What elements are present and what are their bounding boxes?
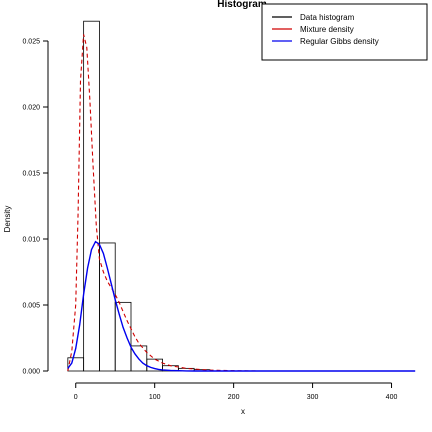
histogram-bar	[83, 20, 100, 372]
x-tick-label: 400	[386, 394, 398, 401]
legend-box	[261, 3, 428, 61]
density-curves	[67, 34, 416, 372]
gibbs-density-curve	[67, 240, 416, 372]
y-axis-title: Density	[3, 206, 12, 233]
x-tick-label: 100	[149, 394, 161, 401]
x-axis: 0 100 200 300 400	[74, 382, 398, 401]
x-tick-label: 300	[307, 394, 319, 401]
y-tick-label: 0.020	[22, 105, 40, 112]
y-axis: 0.000 0.005 0.010 0.015 0.020 0.025	[22, 39, 49, 376]
y-tick-label: 0.000	[22, 369, 40, 376]
mixture-density-curve	[67, 34, 258, 372]
y-tick-label: 0.025	[22, 39, 40, 46]
histogram-bar	[99, 242, 116, 372]
x-tick-label: 0	[74, 394, 78, 401]
legend-entry: Regular Gibbs density	[300, 37, 379, 46]
histogram-bar	[130, 345, 148, 372]
histogram-bar	[114, 301, 132, 372]
legend-entry: Mixture density	[300, 25, 354, 34]
x-axis-title: x	[241, 407, 245, 416]
y-tick-label: 0.015	[22, 171, 40, 178]
y-tick-label: 0.010	[22, 237, 40, 244]
histogram-bars	[67, 20, 211, 372]
y-tick-label: 0.005	[22, 303, 40, 310]
legend: Data histogram Mixture density Regular Gib…	[261, 3, 428, 61]
chart-title: Histogram	[217, 0, 267, 10]
x-tick-label: 200	[228, 394, 240, 401]
legend-entry: Data histogram	[300, 13, 355, 22]
